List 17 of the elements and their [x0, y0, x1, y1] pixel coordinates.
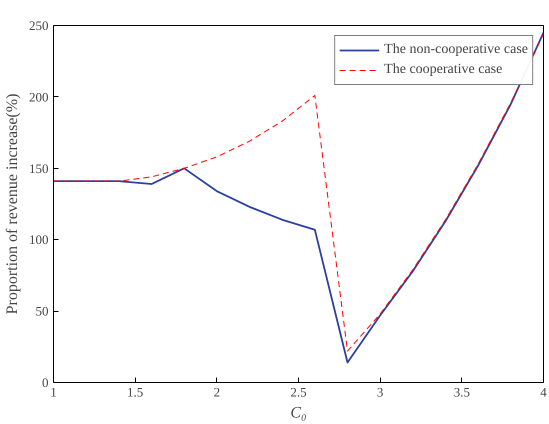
y-tick-label: 150 [29, 160, 48, 176]
x-tick-label: 1.5 [127, 384, 144, 400]
y-tick-label: 0 [42, 375, 48, 390]
x-tick-label: 3.5 [454, 384, 470, 400]
x-tick-label: 1 [50, 384, 57, 400]
x-tick-label: 4 [540, 384, 548, 400]
legend-label: The non-cooperative case [384, 42, 528, 58]
legend-label: The cooperative case [384, 62, 502, 78]
x-tick-label: 3 [376, 384, 384, 400]
x-tick-label: 2 [214, 384, 220, 400]
x-axis-title: C₀ [290, 404, 307, 422]
y-tick-label: 250 [29, 18, 48, 33]
y-axis-title: Proportion of revenue increase(%) [4, 94, 21, 314]
y-tick-label: 50 [36, 304, 48, 319]
y-tick-label: 200 [29, 89, 48, 104]
y-tick-label: 100 [29, 232, 48, 248]
x-tick-label: 2.5 [290, 384, 307, 400]
